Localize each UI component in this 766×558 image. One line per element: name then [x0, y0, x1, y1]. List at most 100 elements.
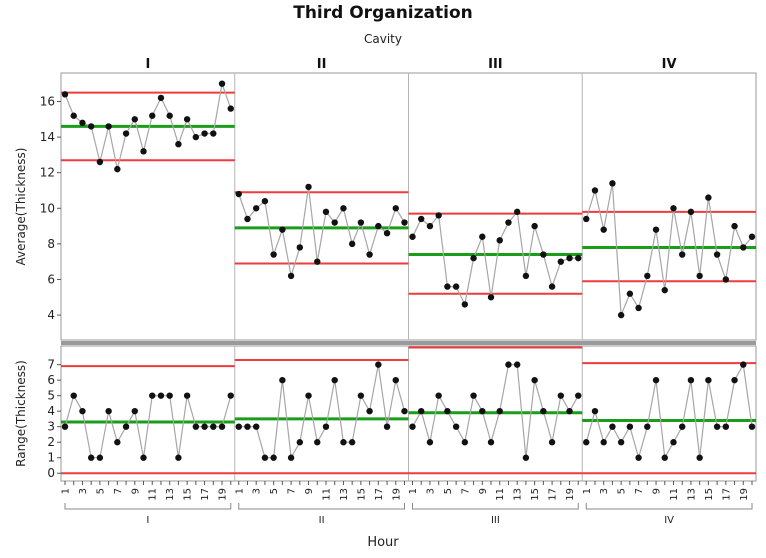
average-data-point: [705, 194, 712, 201]
range-series-line-II: [238, 364, 406, 460]
average-data-point: [79, 119, 86, 127]
range-data-point: [548, 439, 556, 446]
x-tick-label: 17: [548, 488, 559, 501]
x-tick-label: 5: [617, 488, 628, 494]
average-data-point: [166, 112, 173, 119]
x-tick-label: 1: [582, 488, 593, 494]
range-data-point: [149, 392, 156, 399]
range-y-tick-label: 0: [47, 466, 55, 480]
range-data-point: [244, 423, 251, 430]
range-data-point: [270, 454, 277, 461]
average-data-point: [575, 254, 582, 262]
x-tick-label: 15: [356, 488, 367, 501]
range-data-point: [583, 439, 590, 446]
range-data-point: [609, 423, 616, 430]
average-y-tick-label: 4: [47, 308, 55, 322]
range-data-point: [322, 423, 330, 430]
range-data-point: [375, 361, 382, 368]
range-data-point: [122, 423, 130, 430]
x-tick-label: 7: [113, 488, 124, 494]
group-bracket-4: [585, 503, 753, 510]
range-data-point: [296, 439, 304, 446]
average-data-point: [114, 165, 121, 173]
range-data-point: [279, 376, 286, 384]
average-y-tick-label: 8: [47, 237, 55, 251]
average-data-point: [426, 222, 434, 230]
x-tick-label: 3: [252, 488, 263, 494]
average-data-point: [609, 180, 616, 187]
x-axis-label: Hour: [367, 535, 399, 550]
average-data-point: [687, 208, 695, 216]
average-data-point: [70, 112, 77, 119]
x-tick-label: 17: [200, 488, 211, 501]
average-data-point: [375, 222, 382, 230]
average-y-tick-label: 10: [40, 201, 55, 215]
average-data-point: [366, 251, 373, 258]
range-data-point: [575, 392, 582, 399]
average-data-point: [661, 286, 668, 294]
x-tick-label: 11: [148, 488, 159, 501]
range-data-point: [626, 423, 634, 430]
range-data-point: [479, 407, 486, 415]
range-y-tick-label: 6: [47, 373, 55, 387]
range-data-point: [679, 423, 686, 430]
average-data-point: [383, 230, 391, 237]
x-tick-label: 11: [669, 488, 680, 501]
x-tick-label: 11: [321, 488, 332, 501]
x-tick-label: 3: [599, 488, 610, 494]
x-tick-label: 7: [460, 488, 471, 494]
average-data-point: [418, 215, 425, 223]
range-data-point: [157, 392, 165, 399]
range-data-point: [140, 454, 147, 461]
range-data-point: [418, 407, 425, 415]
average-data-point: [227, 105, 234, 112]
average-y-tick-label: 14: [40, 130, 55, 144]
average-data-point: [679, 251, 686, 258]
average-data-point: [470, 254, 477, 262]
range-data-point: [635, 454, 642, 461]
average-data-point: [96, 158, 104, 166]
range-data-point: [505, 361, 512, 368]
average-data-point: [626, 290, 634, 297]
range-data-point: [331, 376, 338, 384]
average-data-point: [635, 304, 642, 312]
x-group-label-4: IV: [664, 515, 674, 526]
average-data-point: [210, 130, 217, 137]
range-data-point: [227, 392, 234, 399]
average-data-point: [287, 272, 295, 280]
average-data-point: [644, 272, 651, 280]
average-data-point: [61, 91, 69, 98]
x-tick-label: 9: [652, 488, 663, 494]
average-data-point: [713, 251, 721, 258]
range-data-point: [166, 392, 173, 399]
range-y-tick-label: 7: [47, 358, 55, 372]
range-y-tick-label: 5: [47, 389, 55, 403]
range-data-point: [696, 454, 703, 461]
average-data-point: [461, 301, 469, 308]
range-data-point: [600, 439, 607, 446]
average-data-point: [409, 233, 416, 240]
average-data-point: [331, 219, 338, 226]
range-data-point: [522, 454, 530, 461]
range-data-point: [192, 423, 200, 430]
average-data-point: [279, 226, 286, 233]
x-tick-label: 7: [287, 488, 298, 494]
range-data-point: [496, 407, 503, 415]
average-data-point: [540, 251, 547, 258]
average-data-point: [435, 212, 442, 219]
group-bracket-3: [412, 503, 579, 510]
range-y-tick-label: 1: [47, 451, 55, 465]
x-tick-label: 9: [478, 488, 489, 494]
chart-title: Third Organization: [293, 3, 473, 23]
range-data-point: [748, 423, 756, 430]
average-data-point: [487, 294, 495, 301]
average-y-tick-label: 12: [40, 166, 55, 180]
average-data-point: [505, 219, 512, 226]
range-data-point: [566, 407, 573, 415]
range-data-point: [348, 439, 356, 446]
average-data-point: [696, 272, 703, 280]
average-data-point: [183, 116, 191, 123]
x-tick-label: 7: [634, 488, 645, 494]
average-series-line-II: [238, 186, 406, 277]
